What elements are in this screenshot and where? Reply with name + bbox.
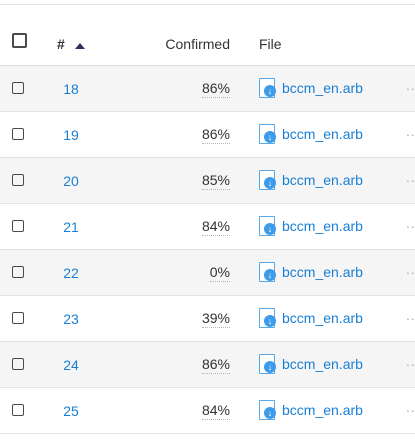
row-checkbox[interactable] [12,266,24,278]
file-link[interactable]: ↓ bccm_en.arb [259,216,363,236]
select-all-checkbox[interactable] [12,33,27,48]
table-row[interactable]: 25 84% ↓ bccm_en.arb ·· [0,388,415,434]
file-download-icon: ↓ [259,216,277,236]
row-number-link[interactable]: 18 [63,81,79,97]
file-name[interactable]: bccm_en.arb [282,80,363,96]
row-number-link[interactable]: 21 [63,219,79,235]
row-number-link[interactable]: 23 [63,311,79,327]
more-dots-icon[interactable]: ·· [405,310,415,326]
confirmed-percent: 86% [201,126,230,144]
sort-ascending-icon[interactable] [75,43,85,49]
table-row[interactable]: 21 84% ↓ bccm_en.arb ·· [0,204,415,250]
confirmed-percent: 86% [201,80,230,98]
row-checkbox[interactable] [12,82,24,94]
column-header-number[interactable]: # [57,36,65,52]
confirmed-percent: 0% [209,264,230,282]
file-download-icon: ↓ [259,78,277,98]
row-number-link[interactable]: 20 [63,173,79,189]
file-name[interactable]: bccm_en.arb [282,310,363,326]
more-dots-icon[interactable]: ·· [405,126,415,142]
file-link[interactable]: ↓ bccm_en.arb [259,354,363,374]
file-link[interactable]: ↓ bccm_en.arb [259,170,363,190]
file-link[interactable]: ↓ bccm_en.arb [259,262,363,282]
more-dots-icon[interactable]: ·· [405,218,415,234]
table-row[interactable]: 19 86% ↓ bccm_en.arb ·· [0,112,415,158]
row-checkbox[interactable] [12,404,24,416]
file-download-icon: ↓ [259,170,277,190]
file-download-icon: ↓ [259,262,277,282]
file-name[interactable]: bccm_en.arb [282,402,363,418]
file-name[interactable]: bccm_en.arb [282,356,363,372]
file-name[interactable]: bccm_en.arb [282,172,363,188]
row-checkbox[interactable] [12,220,24,232]
table-row[interactable]: 22 0% ↓ bccm_en.arb ·· [0,250,415,296]
top-divider [0,4,415,5]
row-number-link[interactable]: 19 [63,127,79,143]
confirmed-percent: 39% [201,310,230,328]
table-row[interactable]: 18 86% ↓ bccm_en.arb ·· [0,66,415,112]
table-header: # Confirmed File [0,5,415,66]
row-checkbox[interactable] [12,128,24,140]
file-name[interactable]: bccm_en.arb [282,218,363,234]
column-header-file[interactable]: File [259,36,282,52]
file-name[interactable]: bccm_en.arb [282,264,363,280]
file-link[interactable]: ↓ bccm_en.arb [259,124,363,144]
file-download-icon: ↓ [259,308,277,328]
confirmed-percent: 86% [201,356,230,374]
row-number-link[interactable]: 24 [63,357,79,373]
file-link[interactable]: ↓ bccm_en.arb [259,308,363,328]
more-dots-icon[interactable]: ·· [405,356,415,372]
file-download-icon: ↓ [259,354,277,374]
confirmed-percent: 85% [201,172,230,190]
more-dots-icon[interactable]: ·· [405,264,415,280]
file-download-icon: ↓ [259,400,277,420]
more-dots-icon[interactable]: ·· [405,172,415,188]
row-number-link[interactable]: 25 [63,403,79,419]
row-checkbox[interactable] [12,358,24,370]
row-number-link[interactable]: 22 [63,265,79,281]
confirmed-percent: 84% [201,402,230,420]
confirmed-percent: 84% [201,218,230,236]
file-download-icon: ↓ [259,124,277,144]
files-table: # Confirmed File 18 86% ↓ bccm_en.arb ··… [0,4,415,434]
table-row[interactable]: 23 39% ↓ bccm_en.arb ·· [0,296,415,342]
file-name[interactable]: bccm_en.arb [282,126,363,142]
file-link[interactable]: ↓ bccm_en.arb [259,400,363,420]
row-checkbox[interactable] [12,174,24,186]
table-row[interactable]: 24 86% ↓ bccm_en.arb ·· [0,342,415,388]
file-link[interactable]: ↓ bccm_en.arb [259,78,363,98]
column-header-confirmed[interactable]: Confirmed [165,36,230,52]
table-row[interactable]: 20 85% ↓ bccm_en.arb ·· [0,158,415,204]
more-dots-icon[interactable]: ·· [405,80,415,96]
more-dots-icon[interactable]: ·· [405,402,415,418]
row-checkbox[interactable] [12,312,24,324]
